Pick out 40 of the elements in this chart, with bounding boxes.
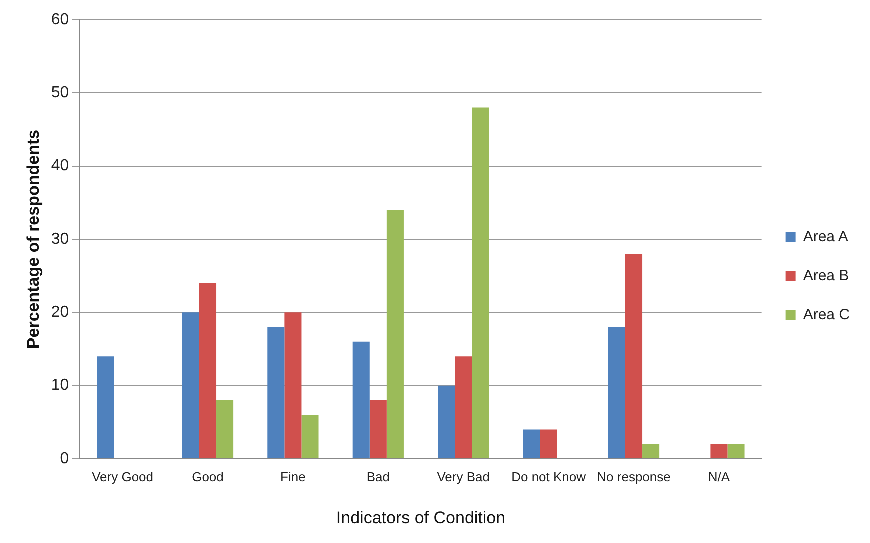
bar <box>642 444 660 458</box>
bar <box>710 444 728 458</box>
y-tick-label: 60 <box>51 11 70 28</box>
y-tick-label: 50 <box>51 84 70 102</box>
x-axis-title: Indicators of Condition <box>336 508 506 528</box>
bar <box>455 356 472 458</box>
bar <box>199 283 217 458</box>
y-tick-label: 0 <box>60 450 70 468</box>
x-tick-label: No response <box>597 469 671 484</box>
x-tick-label: Very Bad <box>437 469 490 484</box>
y-tick-label: 40 <box>51 158 70 175</box>
y-tick-label: 10 <box>51 377 70 394</box>
bar <box>352 342 370 458</box>
bar <box>182 312 200 458</box>
x-tick-label: Very Good <box>92 469 154 484</box>
bar <box>268 327 285 458</box>
bar <box>386 210 404 458</box>
y-tick-label: 30 <box>51 230 70 248</box>
bar <box>284 312 302 458</box>
x-tick-label: Bad <box>366 469 390 484</box>
bar <box>728 444 745 458</box>
bar <box>625 254 643 458</box>
bar <box>97 356 114 458</box>
legend-label: Area B <box>803 268 850 285</box>
x-tick-label: Good <box>192 469 224 484</box>
x-tick-label: N/A <box>708 469 730 484</box>
bar <box>438 386 456 458</box>
y-tick-label: 20 <box>51 304 70 322</box>
bar <box>540 430 558 458</box>
bar <box>370 400 387 458</box>
bar <box>472 108 490 458</box>
bar <box>523 430 540 458</box>
legend-label: Area A <box>803 228 848 246</box>
bar <box>608 327 626 458</box>
bar <box>216 400 234 458</box>
bar <box>302 415 319 458</box>
y-axis-title: Percentage of respondents <box>24 130 43 350</box>
legend-label: Area C <box>803 306 850 324</box>
x-tick-label: Do not Know <box>512 469 587 484</box>
x-tick-label: Fine <box>280 469 306 484</box>
